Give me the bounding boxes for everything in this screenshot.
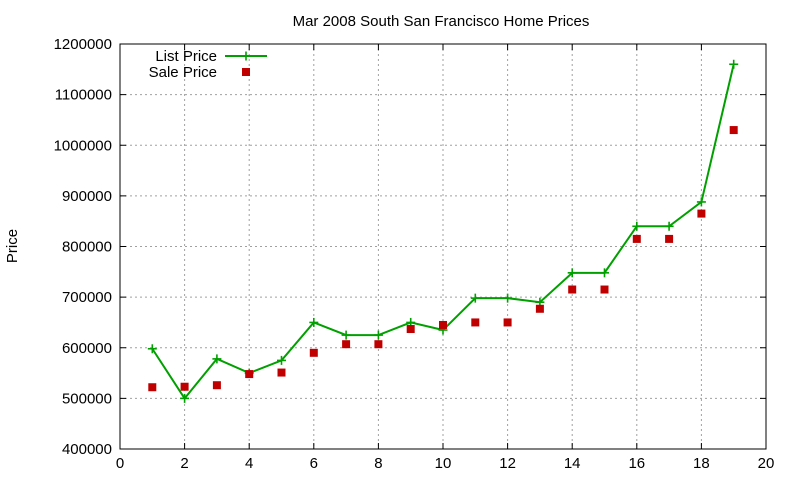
- sale-price-point: [471, 318, 480, 327]
- list-price-point: [373, 330, 383, 340]
- list-price-point: [212, 354, 222, 364]
- list-price-point: [309, 317, 319, 327]
- y-tick-label: 400000: [62, 441, 112, 458]
- sale-price-point: [568, 285, 577, 294]
- x-tick-label: 18: [693, 455, 710, 472]
- list-price-point: [341, 330, 351, 340]
- x-tick-label: 8: [374, 455, 382, 472]
- list-price-point: [180, 393, 190, 403]
- axes: 0 2 4 6 8 10 12 14 16 18 20 400000 500000 600000 70000…: [54, 36, 775, 472]
- y-tick-label: 700000: [62, 289, 112, 306]
- y-axis-label: Price: [4, 229, 21, 263]
- list-price-point: [470, 293, 480, 303]
- x-tick-label: 6: [310, 455, 318, 472]
- sale-price-point: [600, 285, 609, 294]
- list-price-point: [729, 59, 739, 69]
- sale-price-point: [665, 234, 674, 243]
- y-tick-label: 1100000: [55, 87, 112, 104]
- sale-price-point: [277, 368, 286, 377]
- list-price-point: [632, 221, 642, 231]
- x-tick-label: 4: [245, 455, 253, 472]
- list-price-point: [503, 293, 513, 303]
- list-price-point: [600, 268, 609, 278]
- chart-title: Mar 2008 South San Francisco Home Prices: [293, 13, 590, 30]
- y-tick-label: 900000: [62, 188, 112, 205]
- legend-label-sale-price: Sale Price: [149, 64, 217, 81]
- y-tick-label: 500000: [62, 390, 112, 407]
- x-tick-label: 12: [499, 455, 516, 472]
- list-price-point: [567, 268, 577, 278]
- x-tick-label: 0: [116, 455, 124, 472]
- x-tick-label: 10: [435, 455, 452, 472]
- sale-price-point: [406, 325, 415, 334]
- sale-price-point: [729, 126, 738, 135]
- list-price-point: [696, 197, 706, 207]
- list-price-point: [277, 355, 286, 365]
- plot-area: [147, 59, 739, 403]
- sale-price-point: [245, 370, 254, 379]
- sale-price-point: [148, 383, 157, 392]
- sale-price-point: [697, 209, 706, 218]
- sale-price-point: [374, 340, 383, 349]
- legend-label-list-price: List Price: [155, 48, 217, 65]
- x-tick-label: 16: [628, 455, 645, 472]
- sale-price-point: [342, 340, 351, 349]
- sale-price-point: [309, 348, 318, 357]
- legend-marker-sale-price: [242, 68, 250, 76]
- y-tick-label: 800000: [62, 239, 112, 256]
- y-tick-label: 1000000: [54, 137, 112, 154]
- list-price-point: [664, 221, 674, 231]
- y-tick-label: 600000: [62, 340, 112, 357]
- sale-price-point: [632, 234, 641, 243]
- sale-price-point: [212, 381, 221, 390]
- sale-price-point: [439, 320, 447, 329]
- sale-price-point: [535, 304, 544, 313]
- sale-price-point: [503, 318, 512, 327]
- y-tick-label: 1200000: [54, 36, 112, 53]
- sale-price-point: [180, 382, 189, 391]
- list-price-point: [147, 344, 157, 354]
- x-tick-label: 14: [564, 455, 581, 472]
- x-tick-label: 20: [758, 455, 775, 472]
- x-tick-label: 2: [180, 455, 188, 472]
- legend-marker-list-price: [241, 51, 251, 61]
